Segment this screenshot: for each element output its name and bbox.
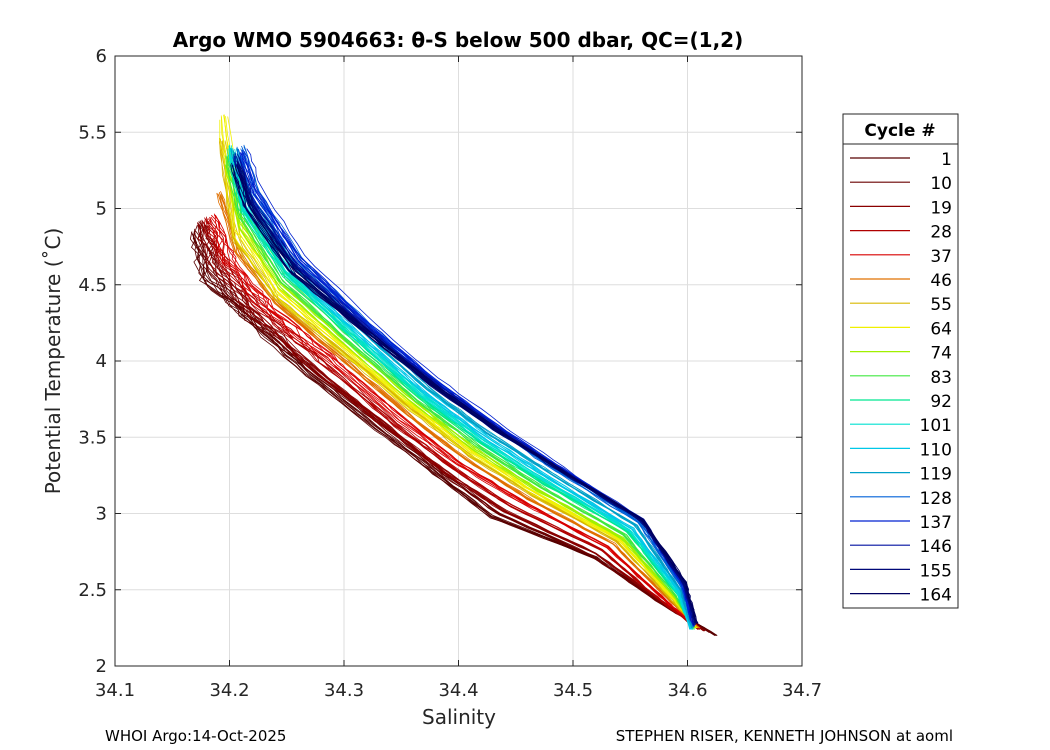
series-line-cycle-164 (232, 167, 699, 624)
y-tick-label: 2.5 (78, 580, 107, 601)
legend-label-83: 83 (930, 368, 952, 388)
ticks: 34.1 34.2 34.3 34.4 34.5 34.6 34.7 2 2.5 3 3.5 4 4.5… (78, 46, 822, 701)
legend-label-10: 10 (930, 174, 952, 194)
x-tick-label: 34.1 (95, 680, 135, 701)
series-line-cycle-74 (225, 164, 695, 629)
x-tick-label: 34.4 (438, 680, 478, 701)
legend-box (842, 113, 959, 609)
series-line-cycle-164 (230, 164, 696, 624)
series-line-cycle-64 (221, 117, 698, 629)
legend: Cycle # 11019283746556474839210111011912… (842, 113, 959, 609)
legend-label-155: 155 (920, 561, 952, 581)
series-line-cycle-28 (203, 219, 699, 630)
footer-left: WHOI Argo:14-Oct-2025 (105, 727, 286, 745)
series-line-cycle-83 (227, 156, 694, 630)
y-tick-label: 4 (96, 351, 107, 372)
series-line-cycle-74 (226, 162, 694, 629)
footer-right: STEPHEN RISER, KENNETH JOHNSON at aoml (616, 727, 953, 745)
series-line-cycle-164 (234, 165, 698, 624)
legend-label-74: 74 (930, 344, 952, 364)
x-tick-label: 34.5 (553, 680, 593, 701)
legend-label-128: 128 (920, 489, 952, 509)
series-line-cycle-101 (228, 149, 691, 630)
legend-label-137: 137 (920, 513, 952, 533)
series-line-cycle-37 (209, 217, 701, 629)
y-tick-label: 5 (96, 199, 107, 220)
series-line-cycle-28 (208, 221, 699, 630)
series-line-cycle-28 (209, 216, 700, 630)
legend-label-119: 119 (920, 465, 952, 485)
series-line-cycle-46 (219, 193, 699, 629)
series-line-cycle-164 (232, 164, 699, 624)
legend-label-55: 55 (930, 295, 952, 315)
legend-title: Cycle # (864, 121, 935, 141)
grid (115, 56, 802, 666)
legend-label-92: 92 (930, 392, 952, 412)
series-line-cycle-28 (205, 216, 699, 630)
series-line-cycle-74 (225, 165, 694, 629)
y-tick-label: 6 (96, 46, 107, 67)
legend-label-164: 164 (920, 586, 952, 606)
legend-label-46: 46 (930, 271, 952, 291)
x-tick-label: 34.7 (782, 680, 822, 701)
legend-label-101: 101 (920, 416, 952, 436)
chart-title: Argo WMO 5904663: θ-S below 500 dbar, QC… (173, 28, 743, 52)
x-tick-label: 34.6 (667, 680, 707, 701)
y-tick-label: 5.5 (78, 122, 107, 143)
series-line-cycle-37 (214, 215, 699, 629)
x-tick-label: 34.3 (324, 680, 364, 701)
y-tick-label: 2 (96, 656, 107, 677)
series-line-cycle-101 (228, 149, 692, 630)
legend-label-19: 19 (930, 198, 952, 218)
series-line-cycle-37 (213, 213, 701, 629)
y-tick-label: 3.5 (78, 427, 107, 448)
y-tick-label: 4.5 (78, 275, 107, 296)
x-axis-label: Salinity (422, 705, 496, 729)
x-tick-label: 34.2 (209, 680, 249, 701)
legend-label-37: 37 (930, 247, 952, 267)
legend-label-110: 110 (920, 440, 952, 460)
y-axis-label: Potential Temperature (˚C) (41, 228, 65, 495)
series-line-cycle-137 (243, 152, 695, 627)
legend-label-146: 146 (920, 537, 952, 557)
series-lines (189, 114, 718, 636)
legend-label-28: 28 (930, 223, 952, 243)
series-line-cycle-37 (211, 214, 701, 629)
legend-label-1: 1 (941, 150, 952, 170)
y-tick-label: 3 (96, 504, 107, 525)
legend-label-64: 64 (930, 319, 952, 339)
series-line-cycle-64 (224, 117, 697, 629)
series-line-cycle-10 (193, 225, 710, 633)
series-line-cycle-19 (200, 221, 704, 632)
